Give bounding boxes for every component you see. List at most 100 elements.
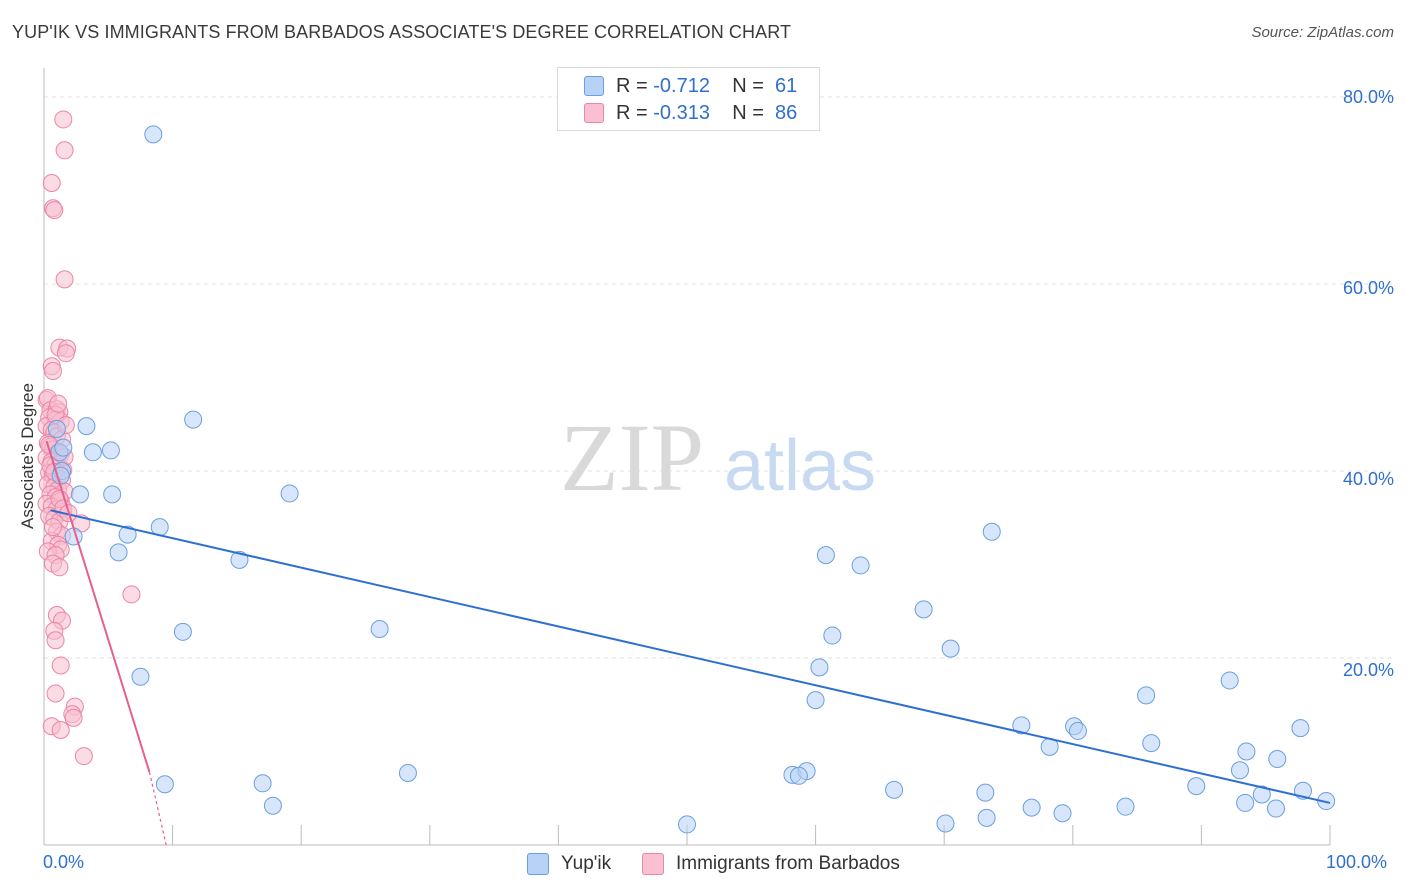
n-value-barbados: 86 [775, 101, 798, 124]
yupik-point [1116, 797, 1135, 816]
yupik-point [370, 620, 389, 639]
y-tick-label-80: 80.0% [1342, 87, 1394, 107]
legend-label-barbados: Immigrants from Barbados [676, 853, 900, 874]
series-legend: Yup'ik Immigrants from Barbados [0, 850, 1406, 880]
yupik-point [253, 774, 272, 793]
yupik-point [941, 639, 960, 658]
yupik-point [109, 543, 128, 562]
n-label: N = [732, 74, 764, 97]
yupik-point [131, 667, 150, 686]
legend-item-yupik[interactable]: Yup'ik [527, 850, 611, 878]
yupik-point [103, 485, 122, 504]
watermark-zip: ZIP [560, 404, 704, 511]
yupik-point [789, 766, 808, 785]
grid-lines [44, 96, 1392, 659]
legend-label-yupik: Yup'ik [561, 853, 612, 874]
yupik-point [263, 796, 282, 815]
yupik-point [1266, 799, 1285, 818]
legend-item-barbados[interactable]: Immigrants from Barbados [642, 850, 900, 878]
n-value-yupik: 61 [775, 74, 798, 97]
x-tick-label-max: 100.0% [1326, 852, 1388, 872]
yupik-point [816, 546, 835, 565]
barbados-point [55, 141, 74, 160]
yupik-point [806, 691, 825, 710]
yupik-point [810, 658, 829, 677]
barbados-point [46, 684, 65, 703]
watermark: ZIP atlas [560, 404, 876, 511]
r-value-barbados: -0.313 [653, 101, 710, 124]
yupik-point [1187, 777, 1206, 796]
barbados-point [51, 720, 70, 739]
barbados-swatch [584, 103, 604, 123]
y-tick-label-60: 60.0% [1342, 278, 1394, 298]
y-tick-label-40: 40.0% [1342, 469, 1394, 489]
yupik-point [71, 485, 90, 504]
yupik-point [1068, 721, 1087, 740]
barbados-points [37, 110, 141, 766]
yupik-point [1268, 749, 1287, 768]
yupik-point [83, 443, 102, 462]
barbados-trend-extension [148, 771, 167, 846]
yupik-point [982, 522, 1001, 541]
yupik-point [173, 622, 192, 641]
yupik-swatch [584, 76, 604, 96]
barbados-legend-swatch [642, 853, 664, 875]
yupik-point [101, 441, 120, 460]
barbados-point [51, 656, 70, 675]
y-tick-label-20: 20.0% [1342, 660, 1394, 680]
yupik-point [1236, 793, 1255, 812]
yupik-point [1291, 719, 1310, 738]
yupik-point [1022, 798, 1041, 817]
yupik-point [280, 484, 299, 503]
trend-lines [45, 440, 1331, 846]
stats-legend: R = -0.712 N = 61 R = -0.313 N = 86 [557, 67, 820, 131]
yupik-point [155, 775, 174, 794]
yupik-trend-line [50, 509, 1331, 804]
r-label: R = [616, 74, 648, 97]
chart-title: YUP'IK VS IMMIGRANTS FROM BARBADOS ASSOC… [12, 22, 792, 42]
r-value-yupik: -0.712 [653, 74, 710, 97]
barbados-point [49, 394, 68, 413]
yupik-point [230, 550, 249, 569]
barbados-point [74, 747, 93, 766]
barbados-point [64, 708, 83, 727]
barbados-point [42, 174, 61, 193]
yupik-point [1237, 742, 1256, 761]
n-label: N = [732, 101, 764, 124]
yupik-point [977, 808, 996, 827]
barbados-point [54, 110, 73, 129]
yupik-point [47, 419, 66, 438]
yupik-point [885, 780, 904, 799]
y-axis-label: Associate's Degree [18, 383, 37, 529]
yupik-point [1252, 785, 1271, 804]
yupik-point [851, 556, 870, 575]
yupik-point [1142, 734, 1161, 753]
barbados-point [44, 518, 63, 537]
yupik-point [678, 815, 696, 834]
barbados-point [122, 585, 141, 604]
watermark-atlas: atlas [724, 426, 876, 506]
barbados-point [46, 631, 65, 650]
yupik-point [54, 438, 73, 457]
barbados-point [45, 201, 64, 220]
barbados-point [50, 558, 69, 577]
yupik-point [77, 417, 96, 436]
yupik-point [184, 410, 203, 429]
yupik-point [118, 525, 137, 544]
barbados-point [55, 270, 74, 289]
yupik-point [398, 764, 417, 783]
barbados-point [56, 344, 75, 363]
yupik-legend-swatch [527, 853, 549, 875]
yupik-point [1137, 686, 1156, 705]
yupik-point [1012, 716, 1031, 735]
barbados-point [44, 361, 63, 380]
yupik-point [976, 783, 995, 802]
yupik-point [144, 125, 163, 144]
yupik-point [914, 600, 933, 619]
yupik-point [1053, 804, 1072, 823]
yupik-point [1230, 761, 1249, 780]
yupik-points [47, 125, 1336, 834]
yupik-point [936, 814, 955, 833]
yupik-point [1220, 671, 1239, 690]
